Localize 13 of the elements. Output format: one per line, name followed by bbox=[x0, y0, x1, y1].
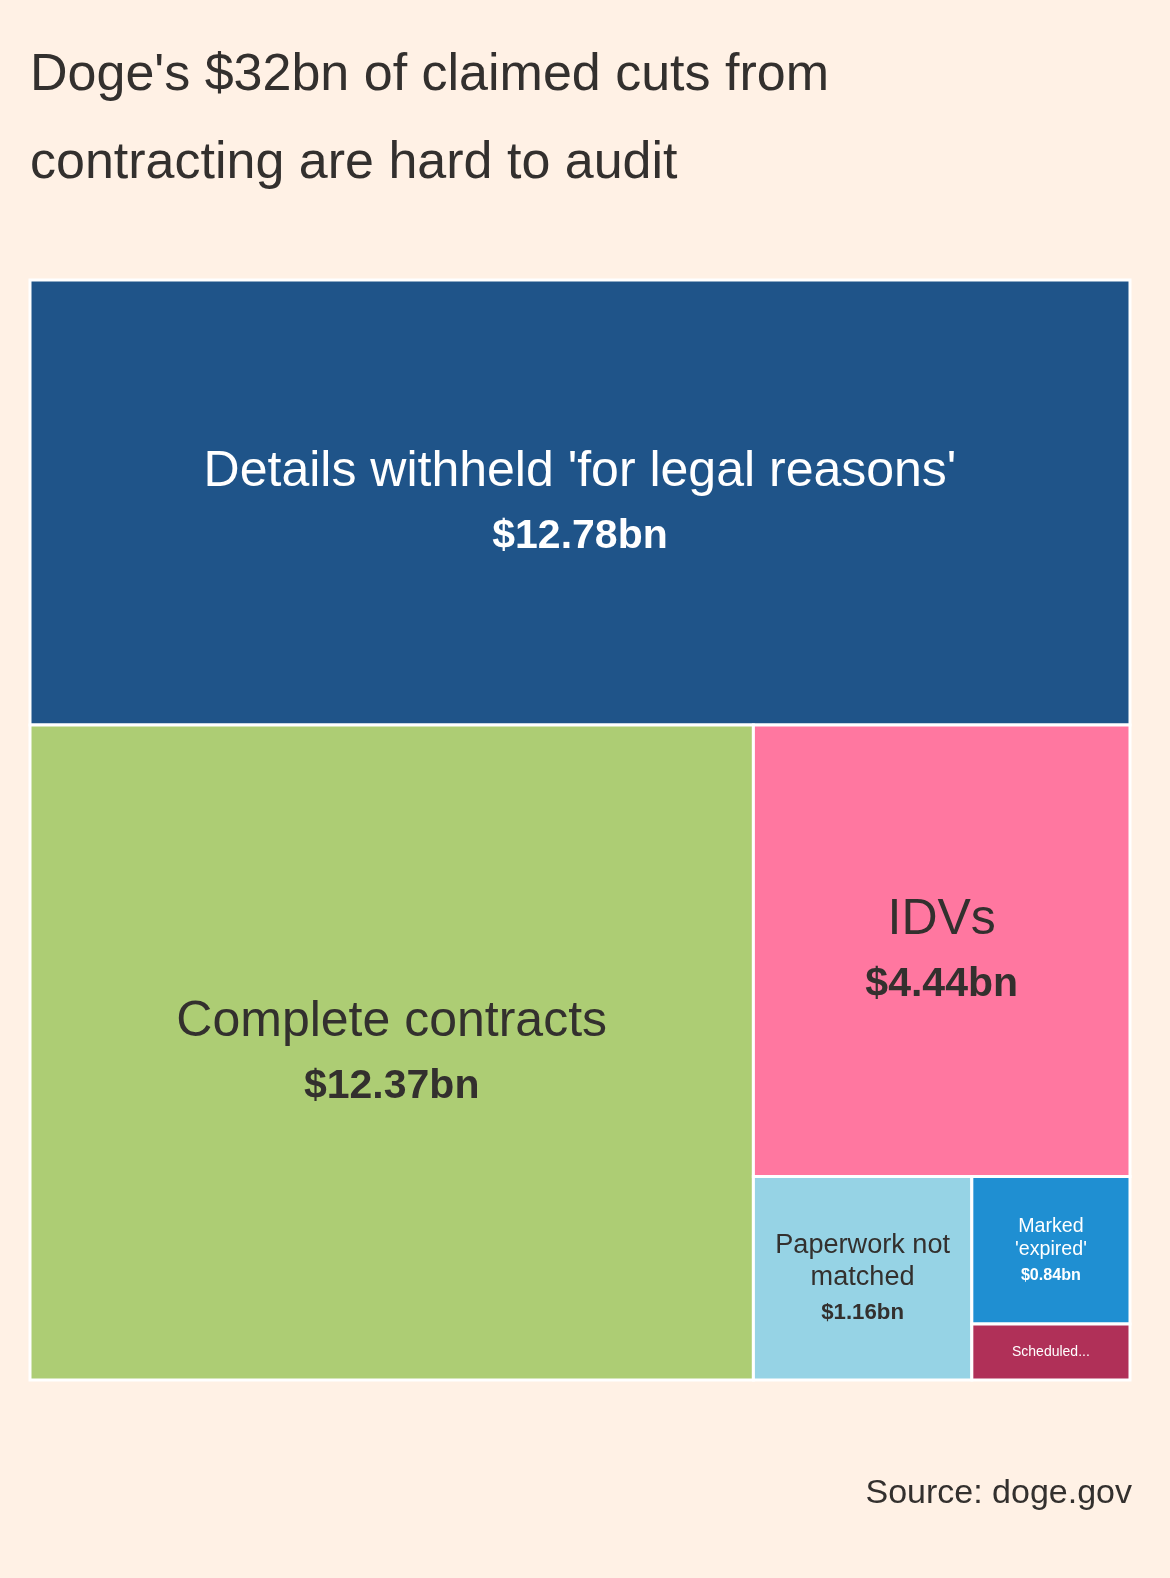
data-label: $0.84bn bbox=[1020, 1264, 1081, 1283]
data-label: $1.16bn bbox=[821, 1299, 904, 1325]
category-label: Complete contracts bbox=[176, 990, 608, 1047]
source-note: Source: doge.gov bbox=[865, 1472, 1132, 1511]
category-label: Scheduled... bbox=[1011, 1342, 1090, 1359]
category-label: Marked 'expired' bbox=[1014, 1213, 1087, 1260]
category-label: IDVs bbox=[887, 888, 996, 945]
data-label: $12.78bn bbox=[492, 510, 668, 557]
category-label: Details withheld 'for legal reasons' bbox=[203, 440, 957, 497]
text: Doge's $32bn of claimed cuts from contracting are hard to audit bbox=[30, 42, 830, 191]
data-label: $12.37bn bbox=[303, 1060, 480, 1107]
category-label: Paperwork not matched bbox=[775, 1227, 951, 1292]
data-label: $4.44bn bbox=[865, 959, 1019, 1006]
